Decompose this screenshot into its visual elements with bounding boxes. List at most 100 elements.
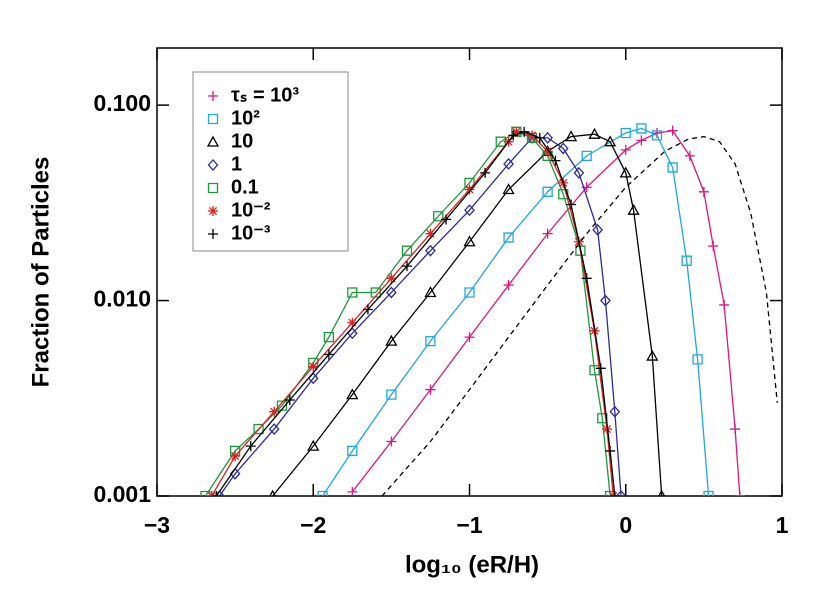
legend-label: 10 bbox=[231, 130, 253, 152]
data-point bbox=[200, 490, 211, 496]
data-point bbox=[588, 127, 601, 139]
legend-marker bbox=[207, 113, 219, 125]
legend-label: 10⁻³ bbox=[231, 222, 271, 244]
legend-label: 10² bbox=[231, 107, 260, 129]
data-point bbox=[464, 332, 475, 343]
data-point bbox=[347, 486, 358, 496]
data-point bbox=[589, 365, 600, 376]
x-axis-label: log₁₀ (eR/H) bbox=[405, 551, 539, 578]
data-point bbox=[692, 354, 703, 365]
data-point bbox=[620, 144, 631, 155]
data-point bbox=[542, 131, 553, 144]
data-point bbox=[230, 451, 241, 462]
data-point bbox=[646, 349, 659, 361]
plot-area bbox=[200, 123, 778, 496]
data-point bbox=[464, 177, 475, 189]
data-point bbox=[464, 184, 475, 195]
x-tick-label: −1 bbox=[456, 512, 482, 538]
data-point bbox=[308, 361, 319, 372]
legend-marker bbox=[208, 91, 218, 101]
data-point bbox=[595, 363, 606, 374]
data-point bbox=[573, 166, 585, 179]
data-point bbox=[503, 157, 514, 170]
data-point bbox=[386, 286, 397, 299]
data-point bbox=[703, 490, 714, 496]
data-point bbox=[615, 490, 627, 496]
x-tick-label: 0 bbox=[619, 512, 632, 538]
data-point bbox=[581, 273, 592, 284]
data-point bbox=[542, 186, 553, 197]
data-point bbox=[511, 126, 522, 137]
y-axis-label: Fraction of Particles bbox=[27, 157, 54, 388]
data-point bbox=[636, 123, 647, 134]
data-point bbox=[347, 317, 358, 328]
legend-marker bbox=[208, 229, 218, 239]
data-point bbox=[269, 406, 280, 417]
data-point bbox=[609, 491, 620, 496]
legend-label: τₛ = 10³ bbox=[231, 84, 299, 106]
data-point bbox=[385, 334, 398, 346]
data-point bbox=[425, 244, 436, 257]
data-point bbox=[575, 245, 586, 256]
data-point bbox=[463, 235, 476, 247]
x-tick-label: −2 bbox=[300, 512, 326, 538]
data-point bbox=[667, 162, 678, 173]
data-point bbox=[386, 389, 397, 400]
data-point bbox=[719, 299, 730, 310]
data-point bbox=[269, 489, 277, 496]
data-point bbox=[557, 142, 569, 155]
data-point bbox=[684, 150, 695, 161]
legend-label: 1 bbox=[231, 153, 242, 175]
data-point bbox=[480, 167, 491, 178]
data-point bbox=[604, 135, 617, 147]
data-point bbox=[519, 126, 530, 137]
series-line bbox=[322, 127, 710, 496]
data-point bbox=[503, 280, 514, 291]
data-point bbox=[503, 232, 514, 243]
legend-box bbox=[192, 71, 349, 252]
data-point bbox=[566, 199, 577, 210]
data-point bbox=[370, 287, 381, 298]
series-line bbox=[351, 129, 741, 496]
legend-label: 0.1 bbox=[231, 176, 259, 198]
data-point bbox=[268, 423, 280, 436]
y-tick-label: 0.001 bbox=[93, 481, 151, 507]
series-line bbox=[218, 137, 622, 496]
data-point bbox=[424, 286, 437, 298]
data-point bbox=[253, 423, 264, 435]
legend-marker bbox=[208, 206, 218, 216]
data-point bbox=[734, 491, 745, 496]
data-point bbox=[620, 127, 631, 139]
legend-marker bbox=[207, 159, 219, 171]
data-point bbox=[284, 394, 295, 405]
data-point bbox=[564, 130, 578, 142]
data-point bbox=[592, 223, 603, 236]
data-point bbox=[542, 228, 553, 239]
legend-marker bbox=[207, 182, 219, 194]
data-point bbox=[658, 489, 666, 496]
data-point bbox=[730, 424, 741, 435]
legend-label: 10⁻² bbox=[231, 199, 271, 221]
data-point bbox=[502, 183, 515, 195]
data-point bbox=[600, 294, 611, 307]
y-tick-label: 0.010 bbox=[93, 286, 151, 312]
data-point bbox=[681, 255, 692, 266]
data-point bbox=[386, 273, 397, 284]
data-point bbox=[323, 349, 334, 360]
data-point bbox=[619, 166, 632, 178]
data-point bbox=[211, 491, 222, 496]
data-point bbox=[441, 214, 452, 225]
data-point bbox=[307, 439, 320, 451]
data-point bbox=[347, 287, 358, 298]
data-point bbox=[362, 304, 373, 315]
data-point bbox=[542, 146, 553, 157]
data-point bbox=[317, 490, 328, 496]
data-point bbox=[386, 436, 397, 447]
data-point bbox=[605, 445, 616, 456]
data-point bbox=[346, 388, 359, 400]
data-point bbox=[323, 331, 335, 343]
x-tick-label: 1 bbox=[776, 512, 789, 538]
data-point bbox=[245, 441, 256, 452]
